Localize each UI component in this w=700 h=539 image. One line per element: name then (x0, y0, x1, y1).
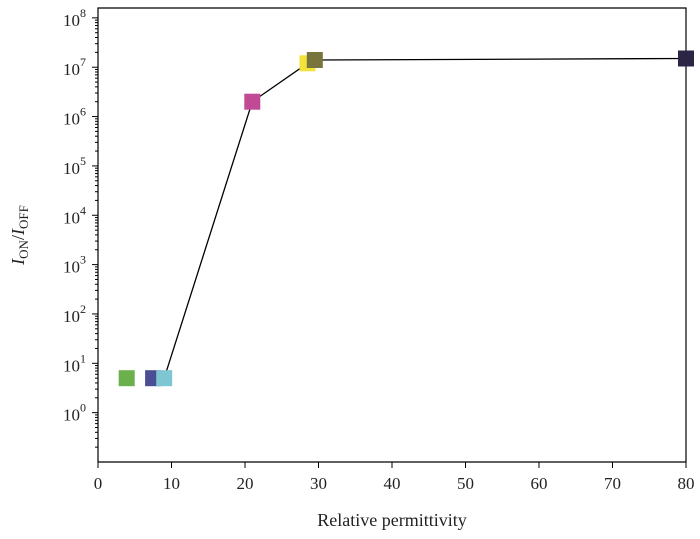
y-axis-label-num: I (8, 258, 28, 266)
y-tick-label: 106 (63, 105, 86, 129)
y-axis-label-den-sub: OFF (16, 205, 31, 229)
y-tick-label: 108 (63, 6, 86, 30)
x-tick-label: 0 (94, 474, 103, 493)
data-points (118, 50, 694, 387)
data-point-6 (306, 52, 323, 68)
data-point-7 (678, 50, 694, 67)
series-line (163, 57, 687, 379)
y-axis-label-sep: / (8, 235, 28, 240)
x-tick-label: 50 (457, 474, 474, 493)
data-point-3 (156, 370, 173, 387)
x-tick-label: 30 (310, 474, 327, 493)
data-point-4 (244, 93, 261, 110)
y-tick-label: 100 (63, 401, 86, 425)
axes (97, 7, 687, 463)
y-tick-label: 105 (63, 154, 86, 178)
data-point-1 (118, 370, 135, 387)
y-axis-ticks: 100 101 102 103 104 105 106 107 108 (63, 6, 98, 448)
x-tick-label: 20 (237, 474, 254, 493)
x-tick-label: 10 (163, 474, 180, 493)
y-tick-label: 103 (63, 253, 86, 277)
y-axis-label: ION/IOFF (8, 205, 31, 266)
y-tick-label: 101 (63, 351, 86, 375)
x-axis-label: Relative permittivity (317, 510, 466, 530)
x-tick-label: 60 (531, 474, 548, 493)
y-axis-label-num-sub: ON (16, 239, 31, 258)
x-axis-ticks: 0 10 20 30 40 50 60 70 80 (94, 462, 695, 493)
x-tick-label: 70 (604, 474, 621, 493)
y-tick-label: 102 (63, 302, 86, 326)
x-tick-label: 40 (384, 474, 401, 493)
y-tick-label: 107 (63, 55, 86, 79)
y-axis-label-den: I (8, 228, 28, 236)
plot-frame (97, 7, 687, 463)
x-tick-label: 80 (678, 474, 695, 493)
y-tick-label: 104 (63, 203, 86, 227)
